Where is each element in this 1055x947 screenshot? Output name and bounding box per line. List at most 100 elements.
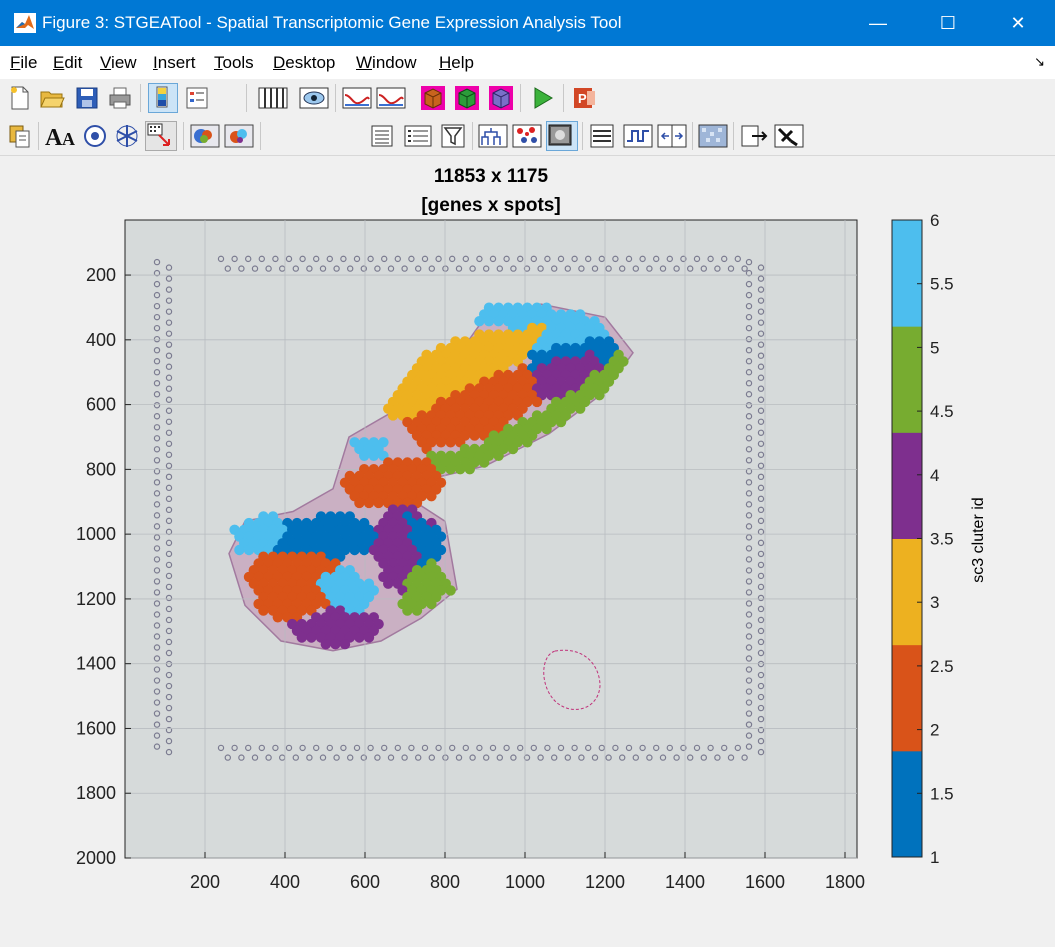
print-icon[interactable] — [107, 85, 133, 111]
fiducial-dot — [745, 633, 753, 640]
fiducial-dot — [757, 275, 765, 282]
curve-fit-icon[interactable] — [375, 85, 407, 111]
copy-icon[interactable] — [7, 123, 33, 149]
spot-markers — [229, 302, 629, 650]
x-tick-label: 1200 — [585, 872, 625, 892]
legend-icon[interactable] — [184, 85, 210, 111]
plot-title-line2: [genes x spots] — [421, 195, 560, 216]
fiducial-dot — [557, 255, 565, 263]
fiducial-dot — [319, 265, 327, 272]
new-figure-icon[interactable] — [7, 85, 33, 111]
spatial-plot[interactable]: 11853 x 1175 [genes x spots] 200 400 600 80… — [0, 156, 1055, 947]
fiducial-dot — [244, 255, 252, 263]
menu-tools[interactable]: Tools — [214, 53, 254, 73]
scatter-color-icon[interactable] — [512, 123, 542, 149]
select-genes-icon[interactable] — [257, 85, 289, 111]
fiducial-dot — [455, 754, 463, 761]
fiducial-dot — [153, 600, 161, 607]
export-icon[interactable] — [740, 123, 770, 149]
svg-text:P: P — [578, 91, 587, 106]
menu-view[interactable]: View — [100, 53, 137, 73]
fiducial-dot — [745, 501, 753, 508]
spot-image-alt-icon[interactable] — [224, 123, 254, 149]
snowflake-icon[interactable] — [114, 123, 140, 149]
fiducial-dot — [165, 462, 173, 470]
filter-icon[interactable] — [440, 123, 466, 149]
fiducial-dot — [165, 594, 173, 602]
spot-image-icon[interactable] — [190, 123, 220, 149]
fiducial-dot — [340, 255, 347, 263]
circle-target-icon[interactable] — [82, 123, 108, 149]
fiducial-dot — [153, 313, 161, 321]
spot-cluster-2 — [435, 437, 447, 448]
open-file-icon[interactable] — [39, 85, 65, 111]
fiducial-dot — [165, 396, 173, 403]
fiducial-dot — [408, 744, 415, 752]
fiducial-dot — [564, 754, 572, 761]
split-view-icon[interactable] — [657, 123, 687, 149]
fiducial-dot — [165, 506, 173, 514]
menu-window[interactable]: Window — [356, 53, 416, 73]
menu-insert[interactable]: Insert — [153, 53, 196, 73]
menu-file[interactable]: File — [10, 53, 37, 73]
maximize-button[interactable]: ☐ — [939, 13, 957, 33]
y-tick-label: 2000 — [76, 848, 116, 868]
minimize-button[interactable]: — — [869, 13, 887, 33]
fiducial-dot — [153, 380, 161, 387]
table-list-icon[interactable] — [403, 123, 433, 149]
x-tick-label: 1800 — [825, 872, 865, 892]
close-button[interactable]: ✕ — [1010, 13, 1026, 33]
fiducial-dot — [153, 534, 161, 541]
dock-arrow-icon[interactable]: ↘ — [1034, 54, 1045, 69]
gene-heatmap-icon[interactable] — [698, 123, 728, 149]
lasso-curve-icon[interactable] — [341, 85, 373, 111]
powerpoint-export-icon[interactable]: P — [571, 85, 597, 111]
menu-help[interactable]: Help — [439, 53, 474, 73]
colorbar-tick-label: 4 — [930, 466, 939, 485]
colorbar-icon[interactable] — [148, 83, 178, 113]
fiducial-dot — [165, 737, 173, 745]
tools-icon[interactable] — [774, 123, 804, 149]
colorbar[interactable]: 1 1.5 2 2.5 3 3.5 4 4.5 5 5.5 6 — [891, 211, 954, 867]
fiducial-dot — [721, 744, 728, 752]
step-plot-icon[interactable] — [623, 123, 653, 149]
select-region-icon[interactable] — [145, 121, 177, 151]
y-tick-label: 1800 — [76, 783, 116, 803]
fiducial-dot — [757, 484, 765, 492]
spot-cluster-2 — [258, 605, 269, 616]
y-tick-label: 200 — [86, 265, 116, 285]
fiducial-dot — [659, 754, 667, 761]
rows-icon[interactable] — [589, 123, 615, 149]
fiducial-dot — [757, 715, 765, 723]
menu-desktop[interactable]: Desktop — [273, 53, 335, 73]
spot-cluster-5 — [402, 605, 413, 616]
view-icon[interactable] — [298, 85, 330, 111]
cube-orange-icon[interactable] — [420, 85, 446, 111]
fiducial-dot — [745, 435, 753, 442]
menu-insert-label: nsert — [157, 53, 196, 72]
fiducial-dot — [757, 407, 765, 414]
colorbar-segment-6 — [892, 220, 922, 327]
save-icon[interactable] — [74, 85, 100, 111]
fiducial-dot — [646, 265, 653, 272]
fiducial-dot — [153, 556, 161, 563]
fiducial-dot — [394, 255, 401, 263]
fiducial-dot — [745, 346, 753, 354]
cube-purple-icon[interactable] — [488, 85, 514, 111]
fiducial-dot — [757, 297, 765, 304]
image-overlay-icon[interactable] — [546, 121, 578, 151]
fiducial-dot — [153, 743, 161, 750]
list-icon[interactable] — [369, 123, 395, 149]
fiducial-dot — [510, 754, 517, 761]
cluster-tree-icon[interactable] — [478, 123, 508, 149]
run-icon[interactable] — [530, 85, 556, 111]
menu-edit[interactable]: Edit — [53, 53, 82, 73]
fiducial-dot — [745, 699, 753, 706]
fiducial-dot — [153, 688, 161, 695]
spot-cluster-3 — [387, 410, 399, 421]
fiducial-dot — [757, 352, 765, 359]
cube-green-icon[interactable] — [454, 85, 480, 111]
fiducial-dot — [745, 666, 753, 673]
fiducial-dot — [745, 710, 753, 717]
